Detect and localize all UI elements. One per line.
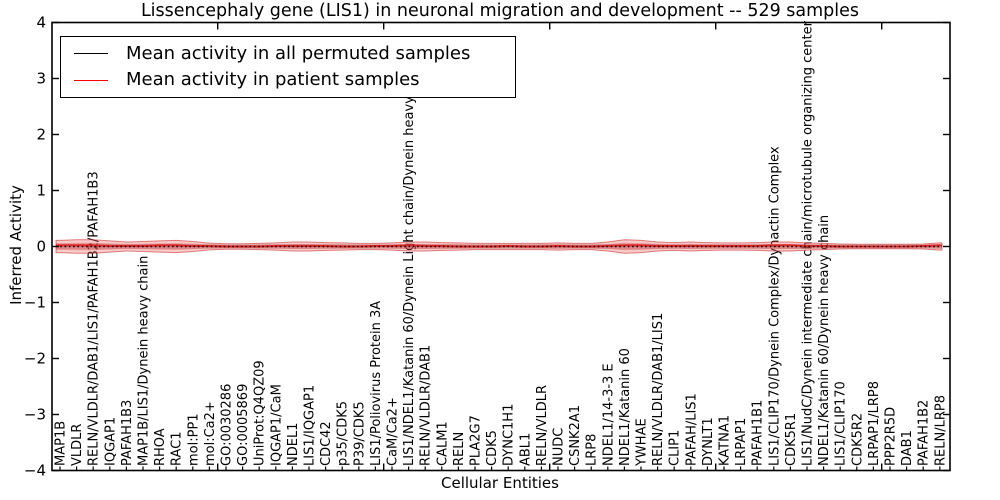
y-tick-label: −3	[24, 406, 46, 424]
x-tick-label: CLIP1	[668, 430, 683, 466]
x-tick-label: RELN/VLDLR/DAB1	[419, 345, 434, 466]
x-tick-label: ABL1	[518, 433, 533, 466]
x-tick-label: PAFAH/LIS1	[684, 393, 699, 466]
x-tick-label: LIS1/NDEL1/Katanin 60/Dynein Light chain…	[402, 57, 417, 466]
x-tick-label: RELN/LRP8	[933, 395, 948, 466]
x-tick-label: RELN/VLDLR/DAB1/LIS1	[651, 313, 666, 466]
x-tick-label: LRP8	[585, 434, 600, 466]
x-tick-label: IQGAP1/CaM	[269, 384, 284, 466]
x-tick-label: LRPAP1/LRP8	[867, 381, 882, 466]
legend-label-permuted: Mean activity in all permuted samples	[126, 42, 471, 64]
y-tick-label: 0	[36, 238, 46, 256]
x-tick-label: RELN/VLDLR/DAB1/LIS1/PAFAH1B2/PAFAH1B3	[87, 171, 102, 466]
x-tick-label: P39/CDK5	[352, 401, 367, 466]
x-tick-label: NUDC	[552, 428, 567, 466]
x-tick-label: MAP1B/LIS1/Dynein heavy chain	[137, 256, 152, 466]
x-tick-label: GO:0005869	[236, 384, 251, 466]
x-tick-label: RELN/VLDLR	[535, 385, 550, 466]
legend-item-permuted: Mean activity in all permuted samples	[74, 42, 515, 64]
x-tick-label: PLA2G7	[469, 415, 484, 466]
x-tick-label: CDC42	[319, 421, 334, 466]
x-tick-label: YWHAE	[635, 418, 650, 467]
x-tick-label: NDEL1/Katanin 60	[618, 348, 633, 466]
x-tick-label: VLDLR	[70, 424, 85, 466]
x-tick-label: LIS1/CLIP170	[834, 381, 849, 466]
y-tick-label: −2	[24, 350, 46, 368]
x-tick-label: NDEL1/14-3-3 E	[601, 363, 616, 466]
x-tick-label: DYNC1H1	[502, 404, 517, 466]
y-tick-label: 4	[36, 14, 46, 32]
chart-title: Lissencephaly gene (LIS1) in neuronal mi…	[140, 1, 860, 21]
x-tick-label: RELN	[452, 432, 467, 466]
x-tick-label: NDEL1	[286, 423, 301, 466]
y-tick-label: 2	[36, 126, 46, 144]
x-tick-label: CALM1	[435, 421, 450, 466]
x-tick-label: CSNK2A1	[568, 405, 583, 466]
x-tick-label: LIS1/CLIP170/Dynein Complex/Dynactin Com…	[767, 146, 782, 466]
x-tick-label: RHOA	[153, 428, 168, 466]
x-tick-label: mol:Ca2+	[203, 401, 218, 466]
y-tick-label: 1	[36, 182, 46, 200]
legend-label-patient: Mean activity in patient samples	[126, 69, 420, 91]
x-tick-label: DYNLT1	[701, 417, 716, 466]
x-tick-label: NDEL1/Katanin 60/Dynein heavy chain	[817, 215, 832, 466]
y-tick-label: −1	[24, 294, 46, 312]
x-tick-label: LRPAP1	[734, 418, 749, 466]
x-tick-label: LIS1/IQGAP1	[303, 385, 318, 466]
x-tick-label: p35/CDK5	[336, 401, 351, 466]
x-tick-label: CaM/Ca2+	[386, 397, 401, 466]
x-tick-label: CDK5	[485, 430, 500, 466]
x-axis-label: Cellular Entities	[441, 474, 559, 492]
permuted-line-swatch	[74, 53, 108, 55]
patient-line-swatch	[74, 79, 108, 81]
x-tick-label: KATNA1	[718, 415, 733, 466]
x-tick-label: CDK5R1	[784, 413, 799, 466]
x-tick-label: PAFAH1B1	[751, 400, 766, 466]
x-tick-label: PAFAH1B2	[917, 400, 932, 466]
x-tick-label: RAC1	[170, 431, 185, 466]
y-tick-label: 3	[36, 70, 46, 88]
x-tick-label: CDK5R2	[850, 413, 865, 466]
legend: Mean activity in all permuted samples Me…	[60, 36, 516, 98]
x-tick-label: LIS1/Poliovirus Protein 3A	[369, 301, 384, 466]
x-tick-label: GO:0030286	[220, 384, 235, 466]
x-tick-label: PAFAH1B3	[120, 400, 135, 466]
x-tick-label: mol:PP1	[186, 413, 201, 466]
x-tick-label: MAP1B	[54, 421, 69, 466]
legend-item-patient: Mean activity in patient samples	[74, 70, 515, 90]
x-tick-label: DAB1	[900, 430, 915, 466]
y-tick-label: −4	[24, 462, 46, 480]
x-tick-label: IQGAP1	[103, 417, 118, 466]
x-tick-label: UniProt:Q4QZ09	[253, 360, 268, 466]
x-tick-label: PPP2R5D	[884, 407, 899, 466]
